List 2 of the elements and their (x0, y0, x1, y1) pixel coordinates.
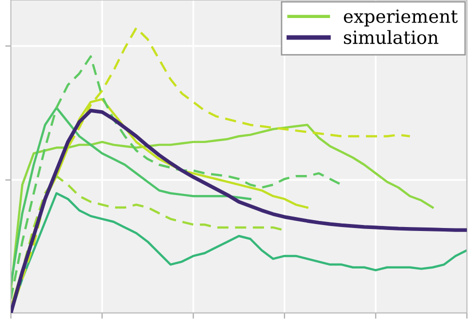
legend-label: experiement (344, 9, 458, 26)
legend-label: simulation (344, 30, 438, 44)
